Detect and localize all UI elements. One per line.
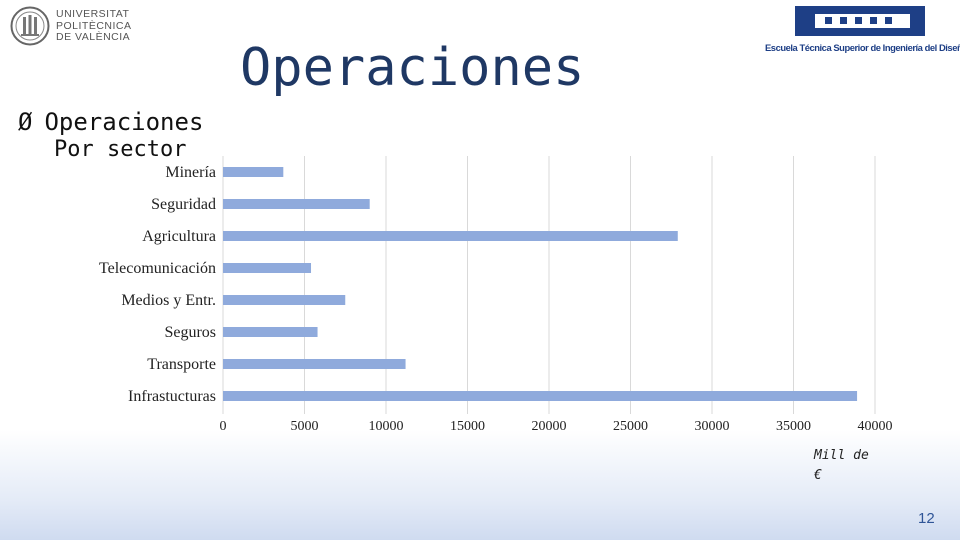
etsid-name: Escuela Técnica Superior de Ingeniería d… — [765, 42, 960, 53]
category-label: Medios y Entr. — [121, 292, 216, 309]
upv-line-2: POLITÈCNICA — [56, 19, 132, 32]
category-label: Infrastucturas — [128, 388, 216, 405]
unit-line-1: Mill de — [814, 448, 869, 463]
category-label: Transporte — [147, 356, 216, 373]
category-label: Seguridad — [151, 196, 216, 213]
x-tick-label: 25000 — [613, 419, 648, 434]
x-tick-label: 35000 — [776, 419, 811, 434]
bar-0 — [223, 167, 284, 177]
upv-logo: UNIVERSITAT POLITÈCNICA DE VALÈNCIA — [10, 6, 150, 48]
slide-title: Operaciones — [240, 38, 585, 98]
page-number: 12 — [918, 510, 935, 527]
x-tick-label: 5000 — [291, 419, 319, 434]
upv-line-3: DE VALÈNCIA — [56, 31, 131, 43]
bullet-item: Ø Operaciones — [18, 108, 203, 136]
upv-wordmark: UNIVERSITAT POLITÈCNICA DE VALÈNCIA — [56, 8, 132, 44]
category-label: Telecomunicación — [99, 260, 216, 277]
bar-4 — [223, 295, 346, 305]
bar-6 — [223, 359, 406, 369]
x-tick-label: 0 — [220, 419, 227, 434]
bullet-arrow-icon: Ø — [18, 108, 33, 136]
x-tick-label: 20000 — [532, 419, 567, 434]
bar-3 — [223, 263, 312, 273]
bar-5 — [223, 327, 318, 337]
category-label: Seguros — [164, 324, 216, 341]
x-tick-label: 15000 — [450, 419, 485, 434]
category-label: Agricultura — [142, 228, 216, 245]
x-tick-label: 40000 — [858, 419, 893, 434]
etsid-logo: Escuela Técnica Superior de Ingeniería d… — [765, 6, 960, 56]
unit-label: Mill de € — [814, 446, 869, 486]
x-tick-label: 30000 — [695, 419, 730, 434]
bar-7 — [223, 391, 858, 401]
x-tick-label: 10000 — [369, 419, 404, 434]
bullet-text: Operaciones — [44, 108, 204, 136]
category-label: Minería — [165, 164, 216, 181]
bar-2 — [223, 231, 678, 241]
sector-bar-chart: 0 5000 10000 15000 20000 25000 30000 35000 40000… — [99, 156, 893, 434]
bar-1 — [223, 199, 370, 209]
bullet-continuation: Por sector — [54, 137, 187, 160]
upv-seal-icon — [10, 6, 50, 46]
unit-line-2: € — [814, 468, 822, 483]
etsid-emblem-icon — [795, 6, 925, 36]
upv-line-1: UNIVERSITAT — [56, 8, 130, 20]
